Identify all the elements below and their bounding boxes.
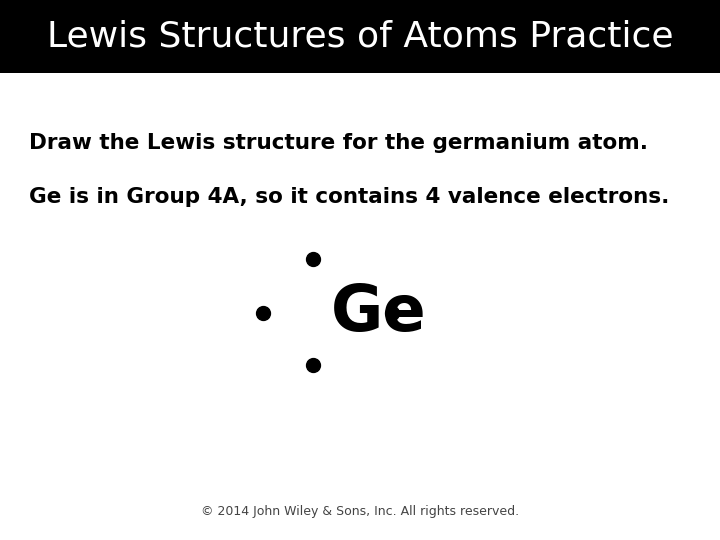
Point bbox=[307, 255, 319, 264]
Text: Draw the Lewis structure for the germanium atom.: Draw the Lewis structure for the germani… bbox=[29, 133, 648, 153]
Bar bbox=[0, 0, 720, 73]
Text: © 2014 John Wiley & Sons, Inc. All rights reserved.: © 2014 John Wiley & Sons, Inc. All right… bbox=[201, 505, 519, 518]
Text: Lewis Structures of Atoms Practice: Lewis Structures of Atoms Practice bbox=[47, 19, 673, 53]
Text: Ge is in Group 4A, so it contains 4 valence electrons.: Ge is in Group 4A, so it contains 4 vale… bbox=[29, 187, 669, 207]
Text: Ge: Ge bbox=[331, 282, 427, 344]
Point bbox=[307, 360, 319, 369]
Point bbox=[387, 309, 398, 318]
Point bbox=[257, 309, 269, 318]
